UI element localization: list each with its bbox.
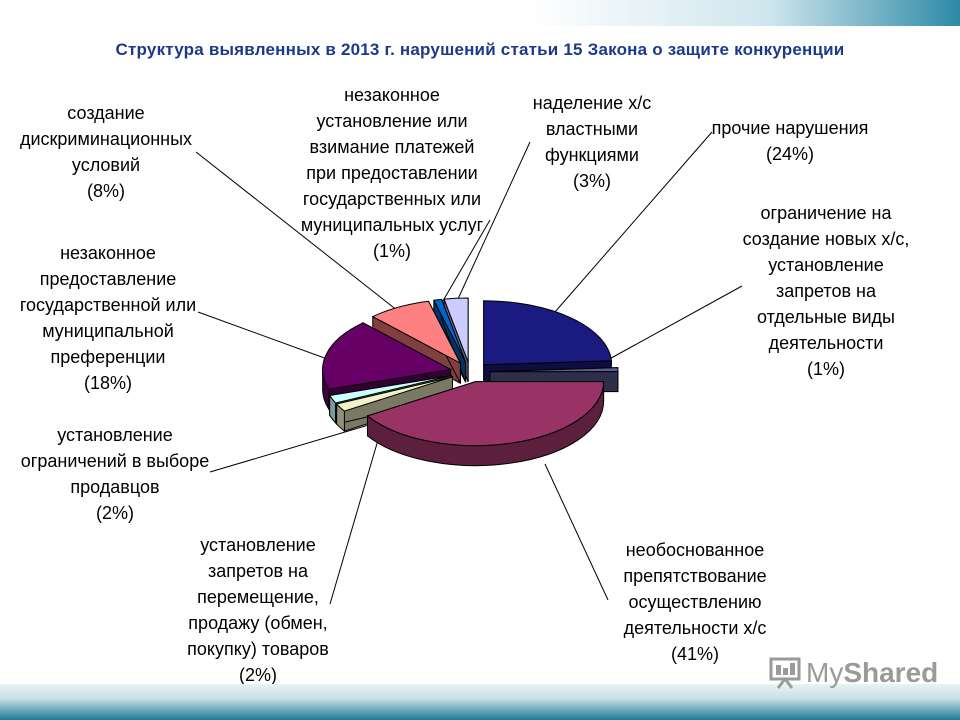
- slice-label-line: деятельности х/с: [623, 618, 767, 638]
- slice-label-line: властными: [545, 119, 639, 139]
- slice-value-label: (2%): [95, 503, 134, 523]
- slice-label-diskriminaciya: создание дискриминационных условий (8%): [20, 100, 192, 204]
- slice-label-line: препятствование: [623, 566, 767, 586]
- slice-platezhi: [433, 298, 467, 363]
- slice-label-line: создание: [67, 103, 145, 123]
- slice-label-line: запретов на: [775, 281, 876, 301]
- slice-label-nadelenie: наделение х/с властными функциями (3%): [533, 90, 651, 194]
- slice-nadelenie: [443, 297, 469, 363]
- myshared-logo: MyShared: [768, 656, 938, 690]
- slice-value-label: (41%): [670, 644, 720, 664]
- pie-slices: [322, 297, 619, 467]
- slice-label-line: государственных или: [302, 189, 482, 209]
- slice-preferencii: [322, 322, 453, 390]
- slice-label-line: муниципальной: [42, 321, 174, 341]
- slice-label-line: покупку) товаров: [187, 639, 329, 659]
- slice-label-line: продавцов: [70, 477, 160, 497]
- slice-value-label: (1%): [806, 359, 845, 379]
- leader-line-zaprety_tovary: [329, 439, 379, 605]
- slice-label-line: установление: [768, 255, 884, 275]
- slice-label-line: запретов на: [207, 561, 309, 581]
- slice-label-line: предоставление: [39, 269, 177, 289]
- slice-label-ogranichenie_novyh: ограничение на создание новых х/с, установ…: [743, 200, 910, 382]
- leader-line-prochie: [547, 131, 713, 321]
- slice-label-line: осуществлению: [628, 592, 762, 612]
- leader-lines: [195, 131, 743, 605]
- slice-label-preferencii: незаконное предоставление государственной …: [20, 240, 196, 396]
- top-decor-band: [0, 0, 960, 26]
- slice-value-label: (2%): [238, 665, 278, 685]
- slice-value-label: (1%): [372, 241, 412, 261]
- slice-value-label: (8%): [86, 181, 126, 201]
- slice-label-line: установление или: [316, 111, 468, 131]
- slice-label-line: взимание платежей: [309, 137, 475, 157]
- page-title: Структура выявленных в 2013 г. нарушений…: [115, 40, 845, 59]
- slice-label-line: функциями: [545, 145, 639, 165]
- slice-label-line: ограничений в выборе: [20, 451, 210, 471]
- slice-value-label: (18%): [83, 373, 133, 393]
- slice-label-line: преференции: [50, 347, 166, 367]
- slice-label-line: продажу (обмен,: [188, 613, 328, 633]
- slice-label-line: государственной или: [19, 295, 197, 315]
- leader-line-nadelenie: [451, 141, 531, 313]
- slice-label-neobosnovannoe: необоснованное препятствование осуществлен…: [623, 537, 766, 667]
- slice-neobosnovannoe: [366, 381, 605, 447]
- slice-label-zaprety_tovary: установление запретов на перемещение, прода…: [187, 532, 329, 688]
- slice-label-line: муниципальных услуг: [300, 215, 484, 235]
- slice-label-line: дискриминационных: [19, 129, 193, 149]
- slice-ogranichenie_novyh: [489, 367, 619, 373]
- slice-label-vybor_prodavcov: установление ограничений в выборе продавцо…: [21, 422, 209, 526]
- slice-label-line: отдельные виды: [756, 307, 895, 327]
- slice-vybor_prodavcov: [328, 375, 452, 404]
- leader-line-neobosnovannoe: [544, 463, 609, 601]
- slice-zaprety_tovary: [335, 376, 453, 412]
- logo-text: MyShared: [806, 657, 939, 688]
- slice-label-line: условий: [71, 155, 141, 175]
- presentation-icon: [769, 657, 801, 689]
- leader-line-vybor_prodavcov: [209, 423, 373, 473]
- slice-label-line: необоснованное: [625, 540, 765, 560]
- slice-prochie: [483, 300, 613, 366]
- slice-label-platezhi: незаконное установление или взимание плате…: [301, 82, 483, 264]
- leader-line-ogranichenie_novyh: [603, 285, 743, 363]
- slice-label-line: незаконное: [60, 243, 156, 263]
- leader-line-platezhi: [439, 219, 491, 307]
- slice-label-prochie: прочие нарушения (24%): [712, 115, 869, 167]
- slice-label-line: деятельности: [768, 333, 884, 353]
- slice-label-line: наделение х/с: [532, 93, 652, 113]
- slice-label-line: установление: [57, 425, 173, 445]
- leader-line-diskriminaciya: [195, 151, 413, 323]
- slice-value-label: (3%): [572, 171, 612, 191]
- slice-label-line: ограничение на: [760, 203, 892, 223]
- slice-label-line: установление: [200, 535, 316, 555]
- slice-label-line: создание новых х/с,: [742, 229, 910, 249]
- slice-label-line: перемещение,: [197, 587, 319, 607]
- bottom-decor-band: [0, 684, 960, 720]
- slice-label-line: незаконное: [344, 85, 440, 105]
- slice-value-label: (24%): [765, 144, 814, 164]
- slice-label-line: при предоставлении: [306, 163, 478, 183]
- slice-diskriminaciya: [371, 300, 462, 365]
- slice-label-line: прочие нарушения: [711, 118, 869, 138]
